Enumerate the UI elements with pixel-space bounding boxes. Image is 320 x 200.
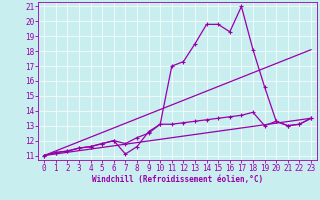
X-axis label: Windchill (Refroidissement éolien,°C): Windchill (Refroidissement éolien,°C) xyxy=(92,175,263,184)
